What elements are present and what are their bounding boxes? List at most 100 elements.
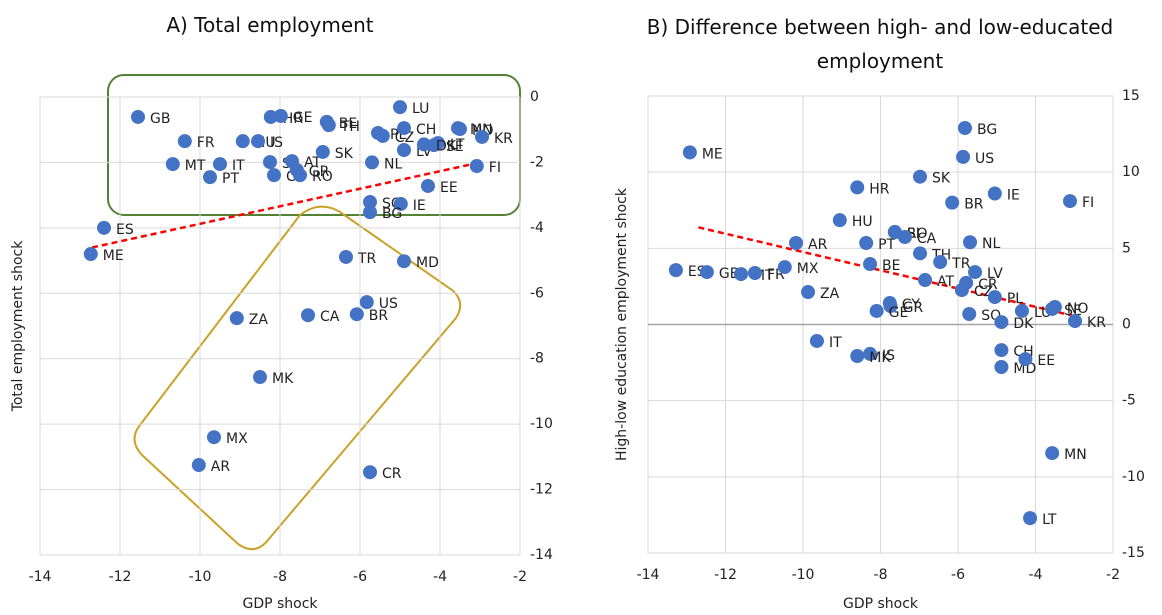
point-label: TR xyxy=(357,251,377,267)
point xyxy=(801,285,816,300)
point-label: TH xyxy=(340,119,360,135)
point xyxy=(869,303,884,318)
point xyxy=(177,134,192,149)
point xyxy=(191,458,206,473)
point-label: MK xyxy=(869,350,891,366)
point-label: AT xyxy=(304,155,321,171)
point xyxy=(1023,511,1038,526)
x-tick-label: -2 xyxy=(513,569,527,585)
point-label: AR xyxy=(211,459,231,475)
point-label: ZA xyxy=(820,286,840,302)
point-label: CR xyxy=(382,466,402,482)
point xyxy=(417,137,431,152)
y-tick-label: 0 xyxy=(1122,317,1131,333)
point xyxy=(954,283,969,298)
point-label: HU xyxy=(852,214,873,230)
highlight-box xyxy=(133,205,462,551)
point-label: GE xyxy=(293,110,313,126)
y-tick-label: 10 xyxy=(1122,164,1140,180)
point xyxy=(789,236,804,251)
point-label: EE xyxy=(440,180,458,196)
point-label: IS xyxy=(882,348,895,364)
y-tick-label: 15 xyxy=(1122,88,1140,104)
point xyxy=(747,266,762,281)
y-tick-label: 5 xyxy=(1122,240,1131,256)
point xyxy=(207,430,221,445)
point-label: CH xyxy=(416,122,436,138)
point-label: LT xyxy=(450,137,465,153)
point-label: BG xyxy=(977,122,997,138)
point-label: SK xyxy=(932,171,951,187)
point-label: SE xyxy=(446,139,464,155)
point-label: RO xyxy=(312,169,333,185)
y-tick-label: -4 xyxy=(530,220,544,236)
point-label: BE xyxy=(339,116,357,132)
point xyxy=(809,333,824,348)
point-label: BG xyxy=(382,206,402,222)
point xyxy=(863,257,878,272)
point-label: IE xyxy=(413,198,426,214)
point-label: LT xyxy=(1042,512,1057,528)
x-tick-label: -4 xyxy=(1029,567,1043,583)
point xyxy=(897,230,912,245)
point xyxy=(994,360,1009,375)
x-tick-label: -14 xyxy=(637,567,660,583)
x-tick-label: -2 xyxy=(1106,567,1120,583)
point xyxy=(427,138,441,153)
point xyxy=(273,108,288,123)
point-label: DK xyxy=(436,138,457,154)
point xyxy=(883,299,898,314)
y-tick-label: -6 xyxy=(530,285,544,301)
point xyxy=(301,308,315,323)
y-tick-label: 0 xyxy=(530,89,539,105)
point-label: MT xyxy=(185,158,206,174)
y-axis-label: High-low education employment shock xyxy=(614,187,630,461)
point-label: GR xyxy=(309,164,330,180)
y-tick-label: -14 xyxy=(530,547,553,563)
x-tick-label: -4 xyxy=(433,569,447,585)
point xyxy=(918,273,933,288)
point xyxy=(203,170,217,185)
point xyxy=(363,195,377,210)
point xyxy=(293,168,307,183)
point-label: FI xyxy=(1082,195,1094,211)
point-label: MX xyxy=(797,261,819,277)
point-label: PT xyxy=(878,237,895,253)
point-label: LV xyxy=(987,266,1003,282)
point-label: PL xyxy=(1007,291,1023,307)
point-label: CY xyxy=(902,297,921,313)
point xyxy=(235,134,250,149)
point xyxy=(1047,299,1062,314)
point xyxy=(251,134,265,149)
point-label: IS xyxy=(270,135,283,151)
point-label: DK xyxy=(1013,316,1034,332)
point-label: AR xyxy=(808,237,828,253)
point-label: MN xyxy=(1064,447,1087,463)
y-tick-label: -15 xyxy=(1122,545,1145,561)
point-label: IT xyxy=(232,158,245,174)
point xyxy=(131,109,145,124)
point xyxy=(365,155,379,170)
y-tick-label: -5 xyxy=(1122,393,1136,409)
point-label: ZA xyxy=(249,312,269,328)
x-tick-label: -6 xyxy=(951,567,965,583)
point-label: MX xyxy=(226,431,248,447)
x-tick-label: -8 xyxy=(273,569,287,585)
point xyxy=(994,315,1009,330)
y-tick-label: -2 xyxy=(530,154,544,170)
point xyxy=(267,168,281,183)
point-label: ME xyxy=(702,146,723,162)
point-label: CR xyxy=(978,277,998,293)
point-label: MD xyxy=(1013,361,1036,377)
point xyxy=(393,100,407,115)
point-label: KR xyxy=(1087,315,1106,331)
point-label: CA xyxy=(320,309,340,325)
point xyxy=(339,249,353,264)
point xyxy=(453,122,467,137)
point-label: NO xyxy=(1067,301,1089,317)
point xyxy=(321,118,336,133)
point xyxy=(363,465,377,480)
point xyxy=(1014,303,1029,318)
point-label: BR xyxy=(369,308,389,324)
